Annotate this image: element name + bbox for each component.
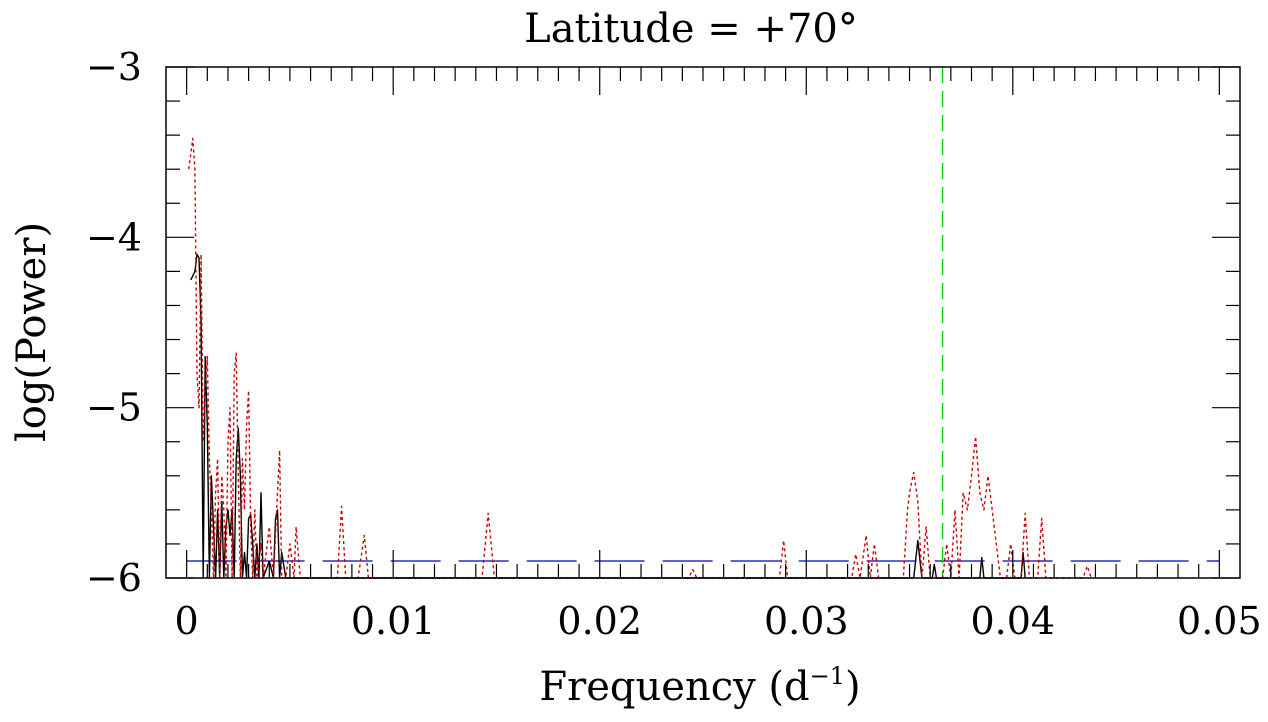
x-axis-label-superscript: −1 [810, 662, 845, 690]
x-axis-label-main: Frequency (d [539, 664, 809, 710]
y-tick-label: −3 [86, 45, 142, 89]
x-tick-label: 0.01 [351, 599, 436, 643]
x-tick-label: 0.03 [764, 599, 849, 643]
x-axis-label-end: ) [845, 664, 861, 710]
x-axis-label: Frequency (d−1) [539, 662, 860, 710]
series-layer [188, 137, 1092, 579]
x-tick-label: 0.02 [557, 599, 642, 643]
series-solid-line [190, 253, 1026, 579]
plot-frame [165, 66, 1241, 579]
x-tick-label: 0.05 [1177, 599, 1262, 643]
x-tick-label: 0.04 [971, 599, 1056, 643]
axis-ticks [166, 66, 1240, 579]
y-tick-label: −6 [86, 556, 142, 600]
y-tick-label: −5 [86, 386, 142, 430]
y-axis-label: log(Power) [9, 222, 55, 442]
x-tick-labels: 0 0.01 0.02 0.03 0.04 0.05 [175, 599, 1262, 643]
y-tick-label: −4 [86, 215, 142, 259]
series-dotted-line [188, 137, 1092, 579]
chart-title: Latitude = +70° [524, 6, 858, 52]
reference-lines [186, 67, 1220, 578]
x-tick-label: 0 [175, 599, 199, 643]
y-tick-labels: −6 −5 −4 −3 [86, 45, 142, 600]
